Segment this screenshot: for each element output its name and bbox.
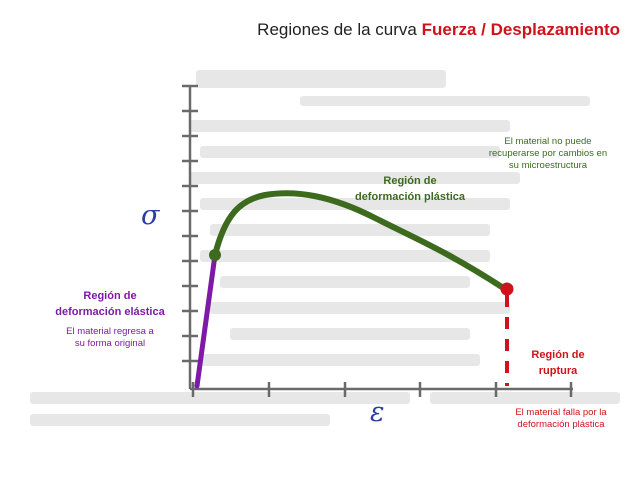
elastic-note-line1: El material regresa a xyxy=(66,326,154,337)
elastic-region-line xyxy=(194,252,218,389)
plastic-note-line1: El material no puede xyxy=(504,136,592,147)
elastic-heading-line1: Región de xyxy=(83,290,137,302)
rupture-point-marker xyxy=(500,282,514,296)
plastic-heading-line1: Región de xyxy=(383,175,437,187)
rupture-heading-line2: ruptura xyxy=(538,365,578,377)
rupture-region-label: Región de ruptura xyxy=(508,347,608,379)
elastic-heading-line2: deformación elástica xyxy=(55,306,165,318)
plastic-region-label: Región de deformación plástica xyxy=(340,173,480,205)
elastic-note-line2: su forma original xyxy=(74,338,146,349)
elastic-region-note: El material regresa a su forma original xyxy=(44,326,176,350)
rupture-note-line2: deformación plástica xyxy=(517,419,605,430)
rupture-heading-line1: Región de xyxy=(531,349,585,361)
plastic-region-note: El material no puede recuperarse por cam… xyxy=(478,136,618,172)
plastic-note-line2: recuperarse por cambios en xyxy=(488,148,608,159)
stress-axis-symbol: σ xyxy=(141,200,160,231)
rupture-note-line1: El material falla por la xyxy=(515,407,607,418)
title-highlight: Fuerza / Desplazamiento xyxy=(421,20,620,39)
plastic-heading-line2: deformación plástica xyxy=(354,191,466,203)
rupture-region-note: El material falla por la deformación plá… xyxy=(494,407,628,431)
diagram-title: Regiones de la curva Fuerza / Desplazami… xyxy=(0,20,638,40)
y-axis-ticks xyxy=(182,84,198,363)
plastic-note-line3: su microestructura xyxy=(508,160,588,171)
title-prefix: Regiones de la curva xyxy=(257,20,422,39)
yield-point-marker xyxy=(209,249,221,261)
elastic-region-label: Región de deformación elástica xyxy=(44,288,176,320)
strain-axis-symbol: ε xyxy=(370,397,385,428)
x-axis-ticks xyxy=(191,382,573,397)
plastic-region-curve xyxy=(212,190,508,292)
